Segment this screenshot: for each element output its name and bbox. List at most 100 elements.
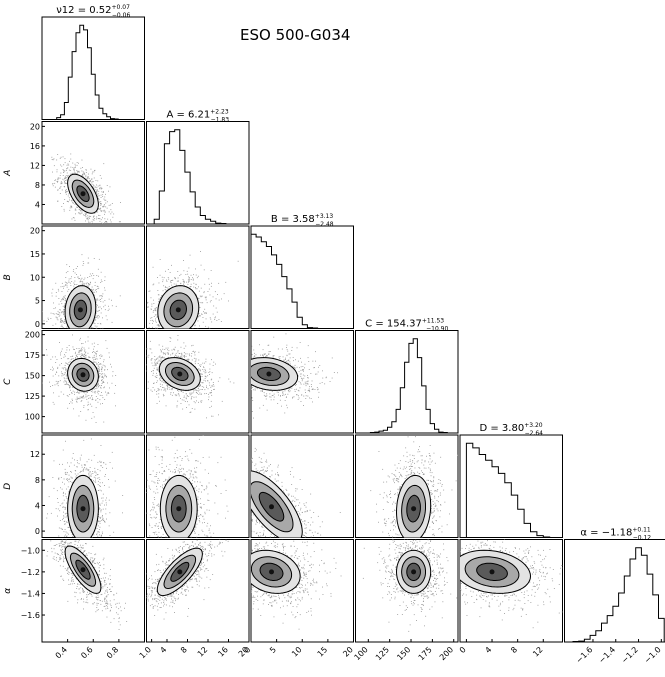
contours — [67, 357, 99, 392]
scatter-point — [289, 388, 290, 390]
scatter-point — [97, 368, 99, 369]
scatter-point — [160, 386, 162, 387]
scatter-point — [296, 394, 297, 396]
scatter-point — [197, 368, 199, 370]
scatter-point — [154, 356, 156, 357]
histogram-nu12 — [56, 24, 119, 120]
scatter-point — [111, 366, 112, 368]
scatter-point — [168, 386, 170, 388]
scatter-point — [86, 285, 88, 287]
scatter-point — [97, 401, 99, 403]
scatter-point — [97, 185, 99, 187]
scatter-point — [69, 385, 71, 387]
scatter-point — [197, 315, 199, 317]
scatter-point — [67, 407, 69, 409]
scatter-point — [97, 398, 99, 399]
scatter-point — [69, 387, 71, 389]
scatter-point — [68, 193, 70, 195]
scatter-point — [52, 356, 54, 358]
scatter-point — [156, 363, 158, 364]
scatter-point — [101, 395, 103, 396]
scatter-point — [191, 355, 192, 357]
panel-C-B — [250, 330, 354, 434]
scatter-point — [95, 180, 97, 181]
scatter-point — [57, 288, 59, 290]
scatter-point — [158, 393, 160, 395]
scatter-point — [64, 295, 66, 297]
scatter-point — [119, 295, 121, 297]
scatter-point — [71, 276, 72, 278]
scatter-point — [201, 376, 203, 377]
scatter-point — [203, 379, 205, 381]
scatter-point — [96, 351, 98, 352]
scatter-point — [92, 356, 94, 358]
scatter-point — [223, 293, 225, 295]
scatter-point — [159, 259, 161, 260]
scatter-point — [171, 389, 173, 391]
scatter-point — [101, 379, 103, 381]
scatter-point — [176, 405, 178, 407]
scatter-point — [85, 356, 87, 358]
scatter-point — [56, 359, 58, 360]
scatter-point — [153, 383, 154, 384]
scatter-point — [81, 391, 83, 393]
scatter-point — [81, 356, 83, 358]
scatter-point — [167, 386, 168, 388]
scatter-point — [91, 222, 93, 224]
scatter-point — [66, 182, 67, 184]
scatter-point — [186, 359, 188, 360]
scatter-point — [167, 287, 169, 289]
scatter-point — [110, 219, 111, 221]
scatter-point — [86, 398, 88, 400]
scatter-point — [100, 271, 102, 273]
scatter-point — [150, 297, 152, 299]
scatter-point — [101, 373, 103, 375]
scatter-point — [89, 284, 91, 285]
scatter-point — [147, 387, 149, 389]
scatter-point — [188, 404, 190, 406]
scatter-point — [78, 208, 80, 210]
scatter-point — [98, 287, 100, 289]
scatter-point — [280, 395, 281, 396]
scatter-point — [191, 353, 193, 354]
scatter-point — [68, 362, 70, 363]
scatter-point — [97, 344, 99, 345]
scatter-point — [159, 379, 161, 381]
scatter-point — [70, 401, 72, 403]
scatter-point — [67, 328, 69, 329]
scatter-point — [158, 396, 160, 398]
scatter-point — [181, 354, 183, 356]
scatter-point — [209, 294, 211, 296]
scatter-point — [75, 357, 76, 359]
scatter-point — [98, 198, 100, 200]
scatter-point — [191, 408, 193, 409]
scatter-point — [51, 295, 53, 297]
scatter-point — [61, 375, 63, 377]
y-tick-label: 125 — [25, 392, 40, 401]
scatter-point — [180, 398, 181, 399]
scatter-point — [171, 394, 173, 396]
scatter-point — [146, 364, 147, 366]
scatter-point — [104, 211, 106, 213]
scatter-point — [151, 358, 153, 360]
scatter-point — [104, 386, 105, 388]
scatter-point — [95, 218, 97, 220]
scatter-point — [188, 353, 190, 355]
scatter-point — [78, 352, 80, 354]
scatter-point — [72, 400, 73, 401]
scatter-point — [192, 392, 194, 394]
scatter-point — [148, 290, 150, 292]
scatter-point — [107, 382, 108, 384]
scatter-point — [64, 298, 66, 299]
scatter-point — [69, 403, 70, 404]
scatter-point — [149, 322, 151, 324]
scatter-point — [156, 324, 158, 326]
scatter-point — [75, 173, 77, 175]
scatter-point — [204, 283, 206, 285]
scatter-point — [106, 319, 108, 321]
scatter-point — [100, 186, 102, 188]
scatter-point — [63, 171, 65, 173]
scatter-point — [93, 388, 95, 389]
scatter-point — [155, 308, 157, 310]
scatter-point — [197, 320, 199, 322]
